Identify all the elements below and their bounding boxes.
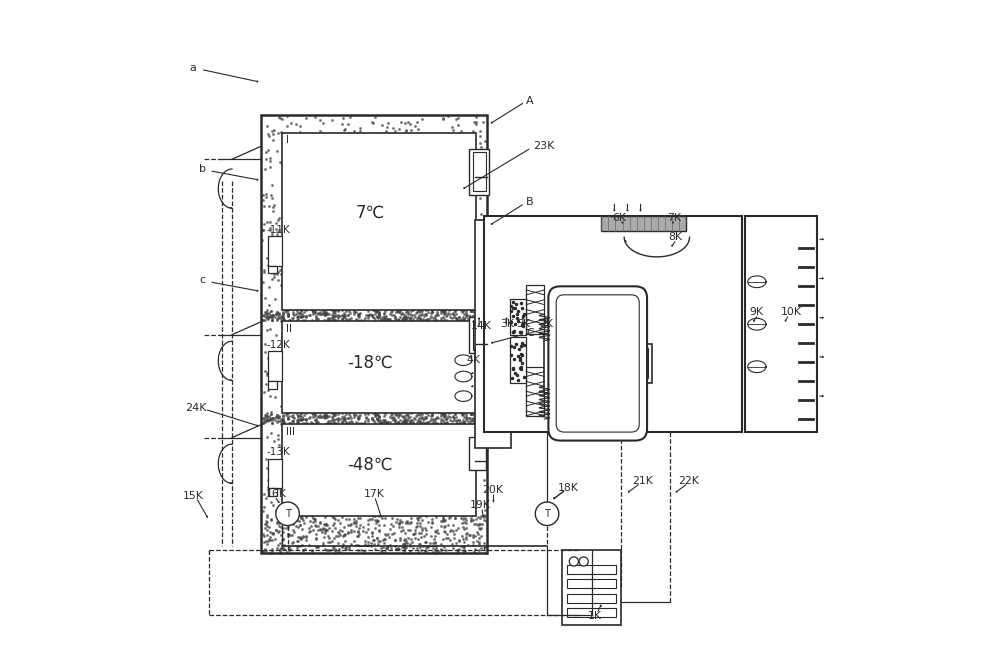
Text: 15K: 15K — [182, 491, 203, 501]
Text: -18℃: -18℃ — [347, 353, 393, 371]
Text: 5K: 5K — [516, 318, 530, 329]
Bar — [282, 132, 476, 310]
Text: a: a — [190, 63, 196, 73]
Text: 10K: 10K — [781, 307, 802, 318]
Bar — [745, 216, 817, 432]
Text: 21K: 21K — [632, 476, 653, 486]
Bar — [268, 488, 277, 496]
Circle shape — [569, 557, 578, 566]
Text: T: T — [285, 509, 291, 519]
Text: -13K: -13K — [267, 447, 290, 457]
Bar — [469, 317, 489, 353]
Text: 7℃: 7℃ — [355, 204, 384, 221]
Bar — [567, 608, 616, 617]
FancyBboxPatch shape — [556, 295, 639, 432]
Bar — [639, 348, 648, 379]
Bar — [473, 320, 486, 350]
Text: II: II — [286, 324, 292, 334]
Text: 16K: 16K — [266, 489, 287, 499]
Bar — [268, 458, 282, 488]
Text: 14K: 14K — [471, 321, 491, 331]
Bar — [562, 550, 621, 625]
Bar — [567, 593, 616, 603]
Text: III: III — [286, 426, 295, 437]
Bar — [567, 565, 616, 574]
Text: -12K: -12K — [267, 340, 290, 350]
Text: 22K: 22K — [678, 476, 699, 486]
Bar — [526, 285, 544, 334]
Bar — [268, 351, 282, 381]
Bar — [268, 266, 277, 273]
Text: 3K: 3K — [500, 318, 514, 329]
Bar — [567, 579, 616, 588]
Text: c: c — [199, 276, 205, 286]
Text: A: A — [526, 96, 534, 105]
Text: 1K: 1K — [588, 611, 602, 622]
Text: B: B — [526, 197, 534, 207]
Text: b: b — [199, 164, 206, 174]
Text: -11K: -11K — [267, 225, 290, 234]
Bar — [282, 321, 476, 413]
Circle shape — [535, 502, 559, 525]
Bar — [469, 437, 486, 470]
Text: 9K: 9K — [750, 307, 764, 318]
Text: 23K: 23K — [533, 141, 554, 151]
Bar — [544, 334, 563, 393]
Text: 24K: 24K — [185, 403, 206, 413]
Bar — [526, 367, 544, 416]
Bar — [484, 216, 742, 432]
Text: 4K: 4K — [467, 355, 481, 365]
Text: 6K: 6K — [612, 213, 626, 223]
Text: T: T — [544, 509, 550, 519]
Circle shape — [579, 557, 588, 566]
Bar — [601, 216, 686, 231]
Bar — [268, 381, 277, 388]
Text: 8K: 8K — [669, 233, 683, 242]
Bar — [268, 236, 282, 266]
Bar — [473, 152, 486, 191]
Text: 7K: 7K — [667, 213, 681, 223]
Bar — [261, 115, 487, 553]
Bar — [475, 219, 511, 449]
Text: 20K: 20K — [482, 485, 503, 495]
Bar — [510, 299, 526, 335]
Text: C: C — [526, 328, 534, 338]
Circle shape — [276, 502, 299, 525]
Bar — [469, 149, 489, 195]
Text: 18K: 18K — [558, 483, 578, 493]
Bar — [510, 337, 526, 383]
Text: 2K: 2K — [539, 318, 553, 329]
Text: 17K: 17K — [364, 489, 385, 499]
Bar — [635, 344, 652, 383]
Text: 19K: 19K — [470, 500, 491, 510]
Bar — [282, 424, 476, 515]
FancyBboxPatch shape — [548, 286, 647, 441]
Text: I: I — [286, 136, 289, 145]
Text: -48℃: -48℃ — [347, 456, 392, 474]
